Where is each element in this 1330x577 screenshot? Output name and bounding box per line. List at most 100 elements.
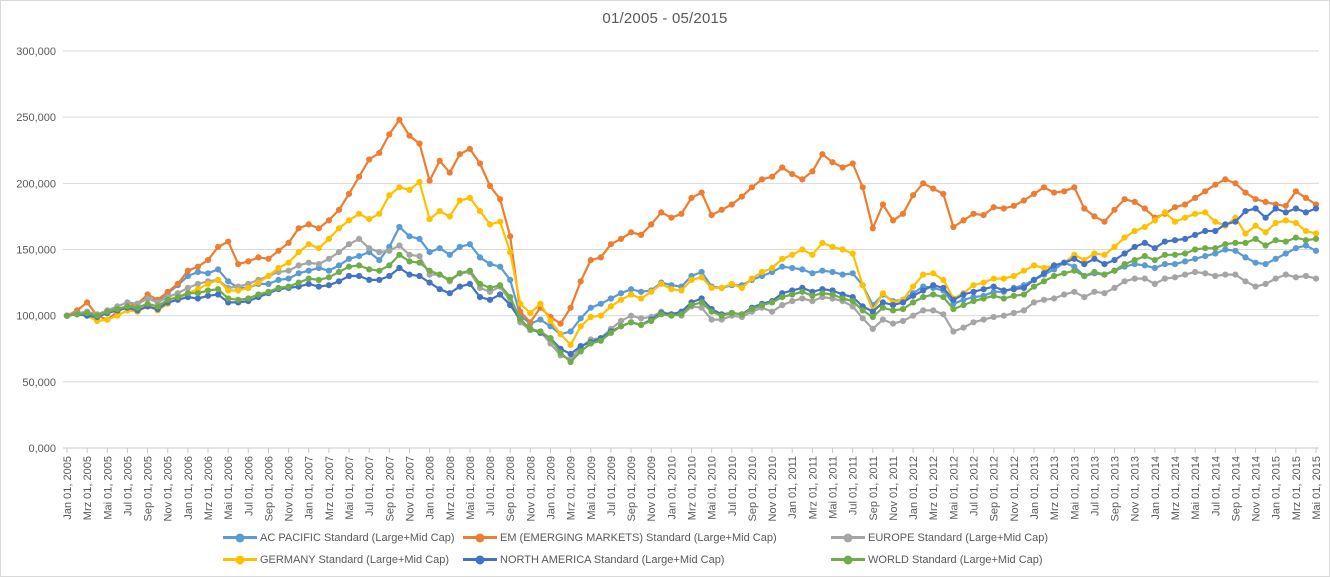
- series-germany-group[interactable]: [63, 178, 1320, 348]
- series-marker: [617, 317, 625, 325]
- series-marker: [1051, 262, 1058, 269]
- series-marker: [315, 225, 322, 232]
- series-marker: [1212, 272, 1219, 280]
- series-marker: [1242, 239, 1249, 246]
- series-marker: [1171, 237, 1179, 244]
- legend-item-em[interactable]: EM (EMERGING MARKETS) Standard (Large+Mi…: [463, 530, 831, 545]
- series-marker: [74, 311, 81, 318]
- series-marker: [426, 249, 433, 256]
- series-marker: [1061, 259, 1068, 266]
- legend-item-europe[interactable]: EUROPE Standard (Large+Mid Cap): [831, 530, 1048, 545]
- series-marker: [335, 262, 343, 269]
- series-marker: [980, 295, 987, 302]
- series-marker: [416, 178, 423, 186]
- x-axis-label: Mai 01, 2011: [828, 456, 840, 519]
- series-marker: [1182, 214, 1189, 221]
- series-marker: [628, 229, 635, 236]
- x-axis-label: Mrz 01, 2013: [1049, 456, 1061, 520]
- series-marker: [597, 254, 604, 261]
- series-marker: [1192, 255, 1199, 262]
- series-marker: [486, 284, 494, 291]
- series-marker: [1000, 205, 1007, 212]
- series-marker: [507, 294, 514, 301]
- series-marker: [486, 221, 494, 228]
- series-marker: [1010, 202, 1017, 209]
- series-marker: [1212, 227, 1219, 235]
- x-axis-label: Mrz 01, 2014: [1170, 456, 1182, 520]
- x-axis-label: Mrz 01, 2015: [1291, 456, 1303, 520]
- legend-marker-dot-icon: [475, 533, 485, 542]
- series-marker: [345, 272, 353, 280]
- x-axis-label: Sep 01, 2012: [989, 456, 1001, 521]
- legend-item-world[interactable]: WORLD Standard (Large+Mid Cap): [831, 552, 1048, 567]
- series-marker: [879, 290, 887, 297]
- series-marker: [1141, 223, 1148, 231]
- legend-item-ac-pacific[interactable]: AC PACIFIC Standard (Large+Mid Cap): [223, 530, 463, 545]
- series-marker: [960, 217, 967, 224]
- legend-item-north-america[interactable]: NORTH AMERICA Standard (Large+Mid Cap): [463, 552, 831, 567]
- series-marker: [345, 255, 353, 262]
- series-marker: [1272, 219, 1279, 227]
- series-marker: [970, 298, 977, 305]
- x-axis-label: Mrz 01, 2005: [82, 456, 94, 520]
- legend-item-label: NORTH AMERICA Standard (Large+Mid Cap): [500, 553, 725, 566]
- series-marker: [779, 294, 786, 301]
- series-marker: [899, 210, 907, 217]
- series-marker: [245, 295, 252, 302]
- series-marker: [1232, 271, 1239, 278]
- series-marker: [1262, 242, 1269, 249]
- series-marker: [920, 294, 927, 301]
- series-marker: [507, 276, 514, 283]
- series-marker: [194, 263, 201, 270]
- series-marker: [829, 243, 836, 250]
- series-marker: [930, 307, 937, 314]
- legend-item-germany[interactable]: GERMANY Standard (Large+Mid Cap): [223, 552, 463, 567]
- series-marker: [345, 241, 353, 248]
- series-marker: [930, 291, 937, 298]
- series-marker: [396, 223, 403, 231]
- series-marker: [758, 302, 766, 309]
- series-marker: [255, 279, 262, 286]
- series-marker: [335, 268, 343, 276]
- x-axis-label: Jan 01, 2009: [545, 456, 557, 520]
- series-marker: [1212, 250, 1219, 257]
- x-axis-label: Nov 01, 2013: [1130, 456, 1142, 521]
- series-marker: [547, 335, 554, 342]
- series-marker: [497, 282, 504, 289]
- series-marker: [386, 272, 393, 280]
- x-axis-label: Mrz 01, 2008: [445, 456, 457, 520]
- series-marker: [1192, 210, 1199, 217]
- series-marker: [829, 291, 836, 298]
- series-marker: [275, 247, 282, 254]
- series-marker: [1252, 205, 1259, 212]
- series-marker: [1071, 255, 1078, 262]
- series-marker: [587, 257, 594, 264]
- series-marker: [1121, 196, 1128, 203]
- series-marker: [799, 288, 806, 295]
- series-marker: [980, 279, 987, 286]
- series-marker: [638, 231, 645, 238]
- series-marker: [960, 324, 967, 331]
- y-axis-label: 200,000: [16, 178, 56, 190]
- series-marker: [819, 267, 826, 274]
- series-marker: [356, 253, 363, 260]
- series-marker: [748, 275, 756, 282]
- series-marker: [950, 328, 957, 335]
- series-marker: [104, 308, 111, 315]
- series-marker: [1282, 202, 1289, 209]
- series-marker: [1312, 247, 1320, 254]
- y-axis-label: 150,000: [16, 245, 56, 257]
- series-marker: [104, 316, 111, 323]
- series-marker: [1000, 275, 1007, 282]
- series-marker: [809, 270, 816, 277]
- series-marker: [607, 303, 615, 310]
- series-em-emerging-markets-group[interactable]: [63, 116, 1320, 327]
- series-marker: [1312, 235, 1320, 242]
- series-marker: [416, 140, 423, 147]
- x-axis-label: Jan 01, 2013: [1029, 456, 1041, 520]
- series-marker: [1171, 218, 1179, 225]
- series-world-group[interactable]: [63, 234, 1320, 366]
- series-marker: [527, 309, 534, 317]
- series-marker: [335, 278, 343, 285]
